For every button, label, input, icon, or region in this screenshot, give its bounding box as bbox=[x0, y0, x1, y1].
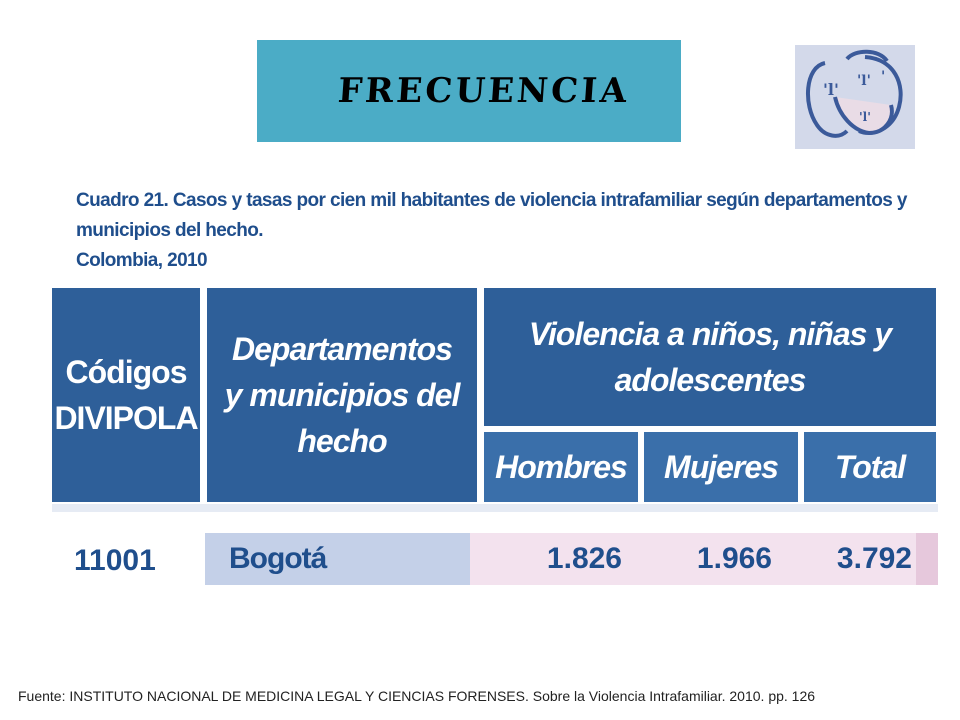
table-caption: Cuadro 21. Casos y tasas por cien mil ha… bbox=[76, 186, 946, 276]
page-title: FRECUENCIA bbox=[336, 71, 632, 111]
caption-line-1: Cuadro 21. Casos y tasas por cien mil ha… bbox=[76, 190, 907, 241]
depto-line-3: hecho bbox=[297, 423, 387, 459]
faces-logo-icon: 'l' 'l' ' 'l' bbox=[795, 45, 915, 149]
row-mujeres: 1.966 bbox=[696, 542, 772, 575]
column-header-total: Total bbox=[804, 432, 936, 502]
codigos-line-2: DIVIPOLA bbox=[54, 400, 198, 436]
codigos-line-1: Códigos bbox=[65, 354, 188, 390]
column-header-departamentos: Departamentos y municipios del hecho bbox=[207, 288, 477, 502]
row-total: 3.792 bbox=[836, 542, 912, 575]
column-header-violencia: Violencia a niños, niñas y adolescentes bbox=[484, 288, 936, 426]
depto-line-1: Departamentos bbox=[232, 331, 453, 367]
violencia-line-1: Violencia a niños, niñas y bbox=[528, 316, 892, 352]
header-separator bbox=[52, 504, 938, 512]
source-citation: Fuente: INSTITUTO NACIONAL DE MEDICINA L… bbox=[18, 688, 816, 704]
depto-line-2: y municipios del bbox=[224, 377, 461, 413]
caption-line-2: Colombia, 2010 bbox=[76, 250, 208, 271]
column-header-hombres: Hombres bbox=[484, 432, 638, 502]
svg-text:'l': 'l' bbox=[859, 110, 871, 124]
svg-text:': ' bbox=[881, 69, 885, 85]
row-hombres: 1.826 bbox=[546, 542, 622, 575]
svg-text:'l': 'l' bbox=[823, 80, 839, 99]
column-header-codigos: Códigos DIVIPOLA bbox=[52, 288, 200, 502]
column-header-mujeres: Mujeres bbox=[644, 432, 798, 502]
svg-text:'l': 'l' bbox=[857, 73, 871, 89]
row-codigo: 11001 bbox=[74, 544, 156, 577]
row-municipio: Bogotá bbox=[205, 533, 470, 585]
row-values: 1.826 1.966 3.792 bbox=[470, 533, 916, 585]
title-banner: FRECUENCIA bbox=[257, 40, 681, 142]
row-edge bbox=[916, 533, 938, 585]
violencia-line-2: adolescentes bbox=[614, 362, 807, 398]
